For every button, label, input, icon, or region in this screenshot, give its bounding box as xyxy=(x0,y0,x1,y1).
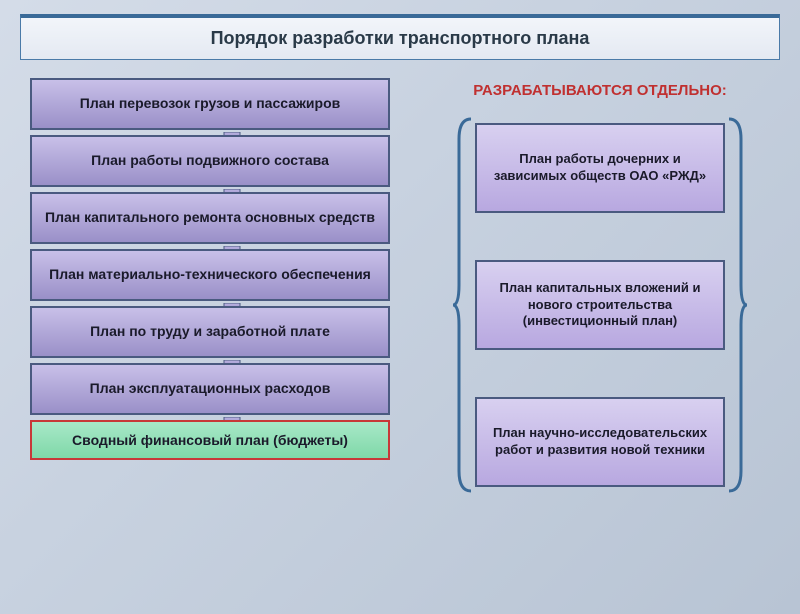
flow-step: План материально-технического обеспечени… xyxy=(30,249,390,301)
flow-column: План перевозок грузов и пассажиров План … xyxy=(20,78,400,495)
right-brace-icon xyxy=(725,115,747,495)
side-item: План научно-исследовательских работ и ра… xyxy=(475,397,725,487)
left-brace-icon xyxy=(453,115,475,495)
flow-step: План перевозок грузов и пассажиров xyxy=(30,78,390,130)
page-title: Порядок разработки транспортного плана xyxy=(20,14,780,60)
side-boxes: План работы дочерних и зависимых обществ… xyxy=(475,115,725,495)
content: План перевозок грузов и пассажиров План … xyxy=(20,78,780,495)
flow-step: План по труду и заработной плате xyxy=(30,306,390,358)
side-item: План работы дочерних и зависимых обществ… xyxy=(475,123,725,213)
flow-final: Сводный финансовый план (бюджеты) xyxy=(30,420,390,460)
bracket-group: План работы дочерних и зависимых обществ… xyxy=(453,115,747,495)
flow-step: План эксплуатационных расходов xyxy=(30,363,390,415)
flow-step: План работы подвижного состава xyxy=(30,135,390,187)
side-column: РАЗРАБАТЫВАЮТСЯ ОТДЕЛЬНО: План работы до… xyxy=(400,78,780,495)
side-item: План капитальных вложений и нового строи… xyxy=(475,260,725,350)
flow-step: План капитального ремонта основных средс… xyxy=(30,192,390,244)
side-heading: РАЗРАБАТЫВАЮТСЯ ОТДЕЛЬНО: xyxy=(473,82,726,99)
